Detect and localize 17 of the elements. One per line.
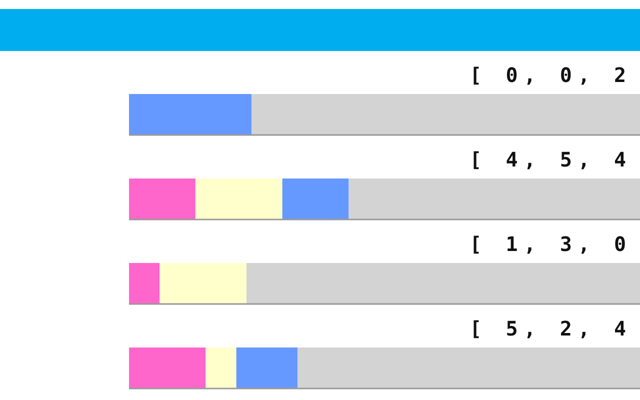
bar bbox=[129, 348, 206, 388]
bar bbox=[129, 94, 252, 135]
bar bbox=[282, 178, 349, 220]
bar bbox=[195, 178, 282, 220]
bar bbox=[348, 178, 640, 220]
bar bbox=[246, 263, 640, 304]
bar bbox=[160, 263, 247, 304]
bar bbox=[129, 263, 160, 304]
bar bbox=[236, 348, 298, 388]
bar bbox=[252, 94, 640, 135]
y-tick-label: [ 4, 5, 4 bbox=[470, 148, 632, 172]
y-tick-label: [ 0, 0, 2 bbox=[470, 63, 632, 87]
y-tick-label: [ 1, 3, 0 bbox=[470, 232, 632, 256]
bar bbox=[129, 178, 196, 220]
bar bbox=[206, 348, 236, 388]
y-tick-label: [ 5, 2, 4 bbox=[470, 316, 632, 340]
bar bbox=[298, 348, 640, 388]
